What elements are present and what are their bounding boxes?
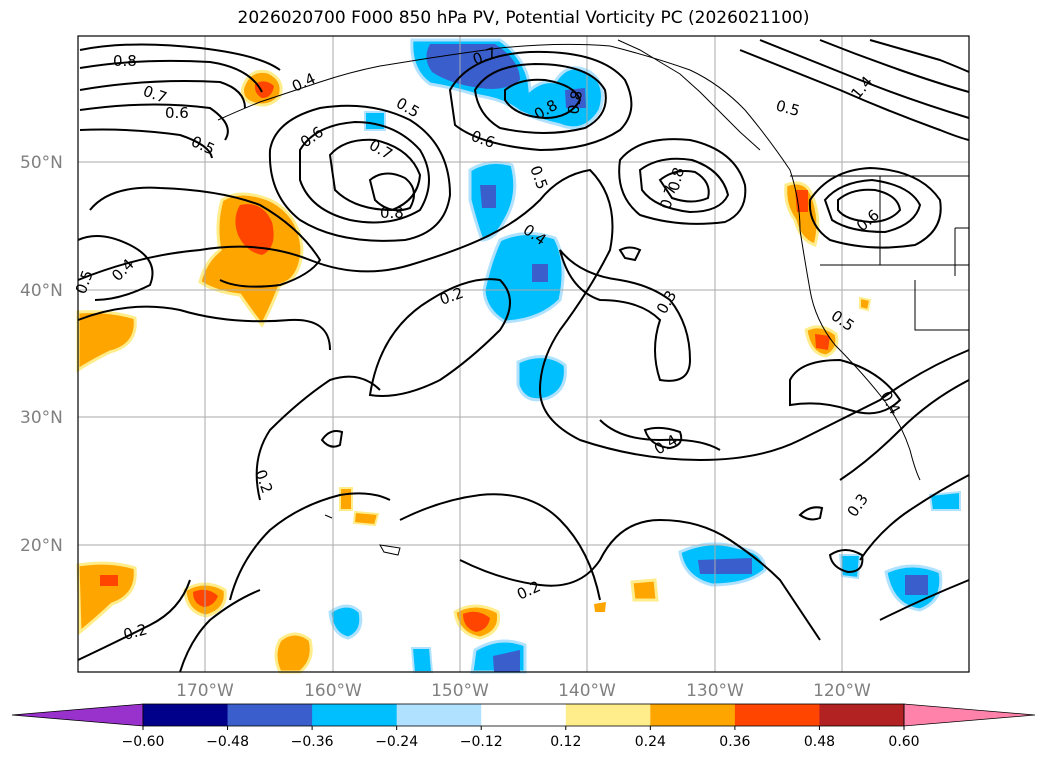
colorbar-segment: [565, 704, 651, 726]
colorbar-segment: [143, 704, 229, 726]
lat-tick-label: 50°N: [20, 153, 63, 173]
colorbar-segment: [819, 704, 905, 726]
lon-tick-label: 130°W: [686, 681, 744, 701]
map-frame: [77, 35, 970, 673]
pv-contours: [77, 39, 970, 673]
colorbar-segment: [734, 704, 820, 726]
contour-label: 0.8: [664, 165, 688, 193]
lon-tick-label: 140°W: [558, 681, 616, 701]
colorbar-segment: [650, 704, 736, 726]
colorbar-tick-label: 0.60: [888, 734, 919, 750]
colorbar-segment: [396, 704, 482, 726]
colorbar-tick-label: −0.60: [122, 734, 165, 750]
map-title: 2026020700 F000 850 hPa PV, Potential Vo…: [237, 8, 810, 28]
colorbar-tick-label: 0.12: [550, 734, 581, 750]
lat-tick-label: 40°N: [20, 281, 63, 301]
contour-label: 0.8: [113, 52, 137, 70]
colorbar-tick-label: −0.12: [460, 734, 503, 750]
lat-tick-label: 30°N: [20, 408, 63, 428]
contour-label: 0.2: [121, 620, 149, 644]
colorbar-tick-label: −0.24: [375, 734, 418, 750]
colorbar-extend-low: [11, 703, 144, 727]
lat-ticks: 50°N 40°N 30°N 20°N: [20, 153, 63, 556]
colorbar-tick-label: 0.48: [804, 734, 835, 750]
colorbar-segment: [227, 704, 313, 726]
contour-label: 0.8: [564, 89, 586, 116]
lon-tick-label: 120°W: [813, 681, 871, 701]
colorbar-tick-label: −0.36: [291, 734, 334, 750]
contour-label: 0.6: [165, 104, 189, 122]
lon-tick-label: 150°W: [431, 681, 489, 701]
colorbar-extend-high: [903, 703, 1036, 727]
lat-tick-label: 20°N: [20, 536, 63, 556]
colorbar-segment: [312, 704, 398, 726]
contour-label: 0.8: [380, 204, 404, 222]
colorbar-frame: [142, 703, 905, 727]
contour-label: 0.7: [656, 183, 680, 211]
graticule: [78, 36, 969, 672]
colorbar-segment: [481, 704, 567, 726]
colorbar-tick-label: −0.48: [206, 734, 249, 750]
lon-ticks: 170°W 160°W 150°W 140°W 130°W 120°W: [176, 681, 871, 701]
colorbar-tick-label: 0.24: [635, 734, 666, 750]
lon-tick-label: 160°W: [304, 681, 362, 701]
negative-pv-shading: [328, 38, 961, 674]
colorbar-tick-label: 0.36: [719, 734, 750, 750]
lon-tick-label: 170°W: [176, 681, 234, 701]
contour-label: 0.5: [774, 96, 802, 120]
colorbar: −0.60 −0.48 −0.36 −0.24 −0.12 0.12 0.24 0.36 0.4…: [11, 703, 1036, 750]
